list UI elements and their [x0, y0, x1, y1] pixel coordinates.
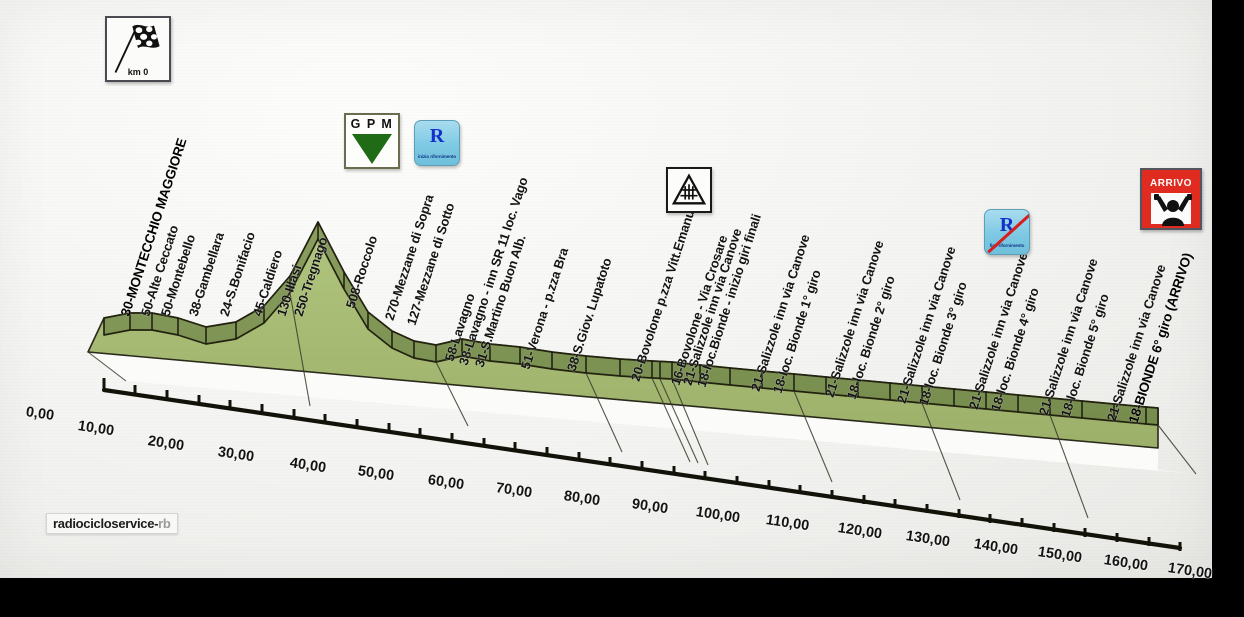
km0-caption: km 0 [127, 67, 149, 77]
elevation-profile-chart [87, 221, 1197, 551]
arrivo-label: ARRIVO [1149, 176, 1193, 191]
axis-tick-label: 80,00 [562, 488, 602, 510]
axis-tick-label: 40,00 [288, 455, 328, 477]
gpm-label: G P M [350, 117, 394, 131]
axis-tick-label: 10,00 [76, 418, 116, 440]
place-label: 508-Roccolo [342, 233, 381, 310]
profile-segment-dividers [129, 222, 1147, 424]
marker-railway-underpass[interactable] [666, 167, 712, 213]
place-label: 51-Verona - p.zza Bra [517, 245, 572, 371]
distance-axis [101, 378, 1183, 551]
feed-zone-sub: inizio rifornimento [417, 154, 457, 160]
feed-zone-letter: R [429, 125, 445, 147]
axis-tick-label: 0,00 [24, 404, 56, 425]
axis-tick-label: 110,00 [764, 512, 811, 535]
place-label: 38-S.Giov. Lupatoto [563, 256, 615, 373]
axis-tick-label: 130,00 [904, 528, 952, 551]
axis-tick-label: 120,00 [836, 520, 884, 543]
profile-drop-lines [87, 292, 1197, 519]
axis-tick-label: 90,00 [630, 496, 670, 518]
axis-tick-label: 170,00 [1166, 560, 1214, 583]
axis-tick-label: 20,00 [146, 433, 186, 455]
axis-tick-label: 70,00 [494, 480, 534, 502]
axis-tick-label: 140,00 [972, 536, 1020, 559]
watermark-text: radiocicloservice- [53, 516, 159, 531]
marker-feed-zone-end[interactable]: R fine rifornimento [984, 209, 1030, 255]
axis-tick-label: 60,00 [426, 472, 466, 494]
finish-cyclist-icon [1154, 194, 1192, 226]
annotation-layer: 30-MONTECCHIO MAGGIORE 50-Alte Ceccato 50-… [24, 136, 1213, 582]
scanned-sheet [0, 0, 1212, 578]
axis-tick-label: 160,00 [1102, 552, 1150, 575]
axis-tick-label: 50,00 [356, 463, 396, 485]
axis-tick-label: 150,00 [1036, 544, 1084, 567]
axis-tick-label: 100,00 [694, 504, 742, 527]
feed-zone-end-sub: fine rifornimento [989, 243, 1025, 249]
watermark-suffix: rb [158, 516, 171, 531]
watermark: radiocicloservice-rb [46, 513, 178, 534]
marker-start-km0[interactable]: km 0 [105, 16, 171, 82]
marker-gpm[interactable]: G P M [344, 113, 400, 169]
marker-feed-zone-start[interactable]: R inizio rifornimento [414, 120, 460, 166]
axis-tick-label: 30,00 [216, 444, 256, 466]
chart-baseplate [88, 352, 1196, 474]
marker-finish-arrivo[interactable]: ARRIVO [1140, 168, 1202, 230]
gpm-triangle-icon [352, 133, 392, 164]
railway-underpass-icon [671, 173, 707, 205]
checkered-flag-icon [114, 24, 160, 73]
